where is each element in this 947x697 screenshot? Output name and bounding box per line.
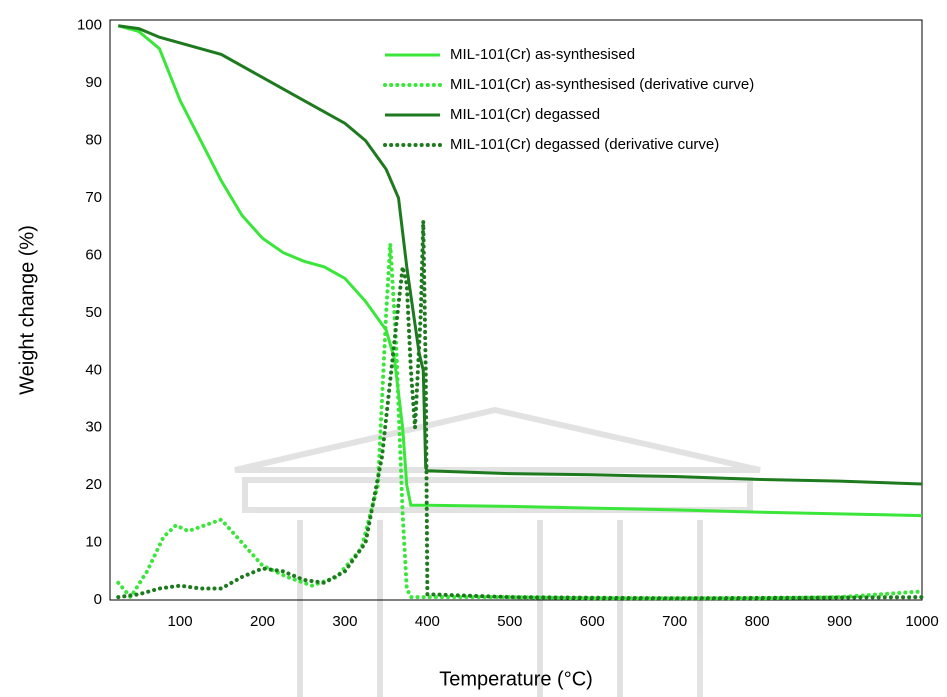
x-tick-label: 700 (662, 613, 687, 630)
legend-text: MIL-101(Cr) degassed (derivative curve) (450, 136, 719, 153)
x-tick-label: 500 (497, 613, 522, 630)
x-tick-label: 400 (415, 613, 440, 630)
x-tick-label: 900 (827, 613, 852, 630)
y-tick-label: 60 (85, 246, 102, 263)
x-tick-label: 600 (580, 613, 605, 630)
y-tick-label: 20 (85, 476, 102, 493)
watermark (235, 410, 760, 697)
series-line (118, 221, 922, 598)
series-line (118, 26, 922, 516)
y-tick-label: 50 (85, 304, 102, 321)
y-tick-label: 10 (85, 534, 102, 551)
y-tick-label: 100 (77, 17, 102, 34)
x-tick-label: 800 (745, 613, 770, 630)
y-tick-label: 90 (85, 74, 102, 91)
x-tick-label: 100 (168, 613, 193, 630)
chart: Temperature (°C) Weight change (%) 0 10 20… (0, 0, 947, 697)
y-tick-label: 0 (94, 591, 102, 608)
legend-text: MIL-101(Cr) as-synthesised (450, 46, 635, 63)
series-line (118, 244, 922, 598)
y-tick-label: 70 (85, 189, 102, 206)
y-tick-label: 80 (85, 132, 102, 149)
x-tick-label: 300 (332, 613, 357, 630)
legend-text: MIL-101(Cr) degassed (450, 106, 600, 123)
y-tick-label: 40 (85, 361, 102, 378)
x-tick-label: 1000 (905, 613, 938, 630)
legend-text: MIL-101(Cr) as-synthesised (derivative c… (450, 76, 754, 93)
x-axis-title: Temperature (°C) (439, 668, 593, 690)
y-axis-title: Weight change (%) (16, 225, 38, 395)
x-tick-label: 200 (250, 613, 275, 630)
y-tick-label: 30 (85, 419, 102, 436)
